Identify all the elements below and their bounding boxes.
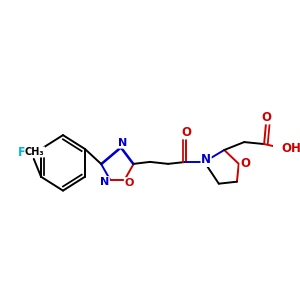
Text: O: O: [181, 126, 191, 139]
Text: O: O: [124, 178, 134, 188]
Text: F: F: [18, 146, 26, 160]
Text: N: N: [201, 153, 211, 167]
Text: OH: OH: [281, 142, 300, 154]
Text: O: O: [261, 111, 271, 124]
Text: CH₃: CH₃: [25, 147, 44, 157]
Text: N: N: [100, 177, 109, 187]
Text: N: N: [118, 138, 128, 148]
Text: O: O: [240, 158, 250, 170]
